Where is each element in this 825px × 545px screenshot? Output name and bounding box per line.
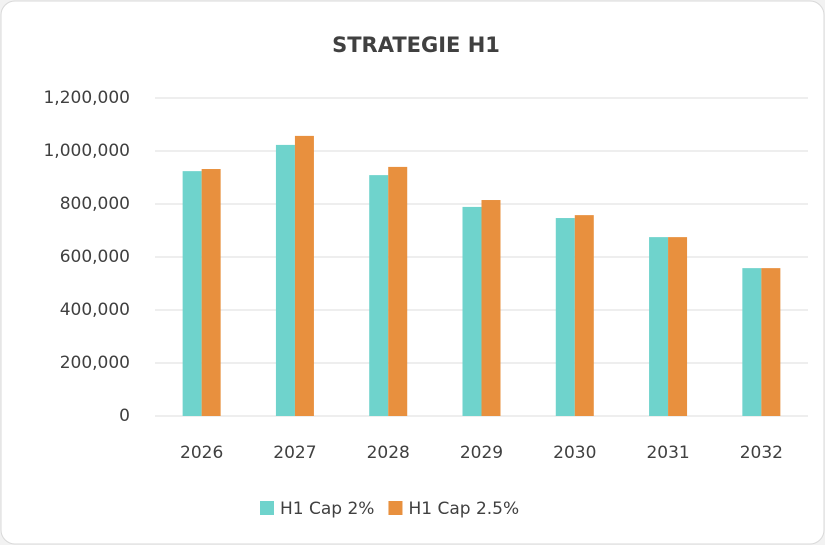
bar [649,237,669,416]
bar [201,169,221,416]
y-tick-label: 600,000 [60,247,130,267]
bar [462,206,482,416]
legend-swatch [260,501,274,515]
y-tick-label: 1,200,000 [43,88,130,108]
legend-swatch [388,501,403,515]
y-tick-label: 400,000 [60,300,130,320]
bar [555,218,575,416]
x-tick-label: 2032 [740,443,783,463]
bar [761,268,781,416]
bar [182,171,202,416]
bar [294,135,314,416]
y-tick-label: 0 [119,406,130,426]
bar [668,237,688,416]
x-tick-label: 2029 [460,443,503,463]
bar [481,200,501,416]
x-tick-label: 2028 [367,443,410,463]
x-tick-label: 2030 [553,443,596,463]
y-tick-label: 200,000 [60,353,130,373]
bar [742,268,762,416]
bar [369,175,389,416]
bar [388,166,408,416]
chart-title: STRATEGIE H1 [332,33,500,57]
x-tick-label: 2026 [180,443,223,463]
x-tick-label: 2027 [273,443,316,463]
bar [574,215,594,416]
bar [275,144,295,416]
y-tick-label: 1,000,000 [43,141,130,161]
y-tick-label: 800,000 [60,194,130,214]
x-tick-label: 2031 [646,443,689,463]
legend-label: H1 Cap 2.5% [408,499,519,519]
legend-label: H1 Cap 2% [280,499,374,519]
